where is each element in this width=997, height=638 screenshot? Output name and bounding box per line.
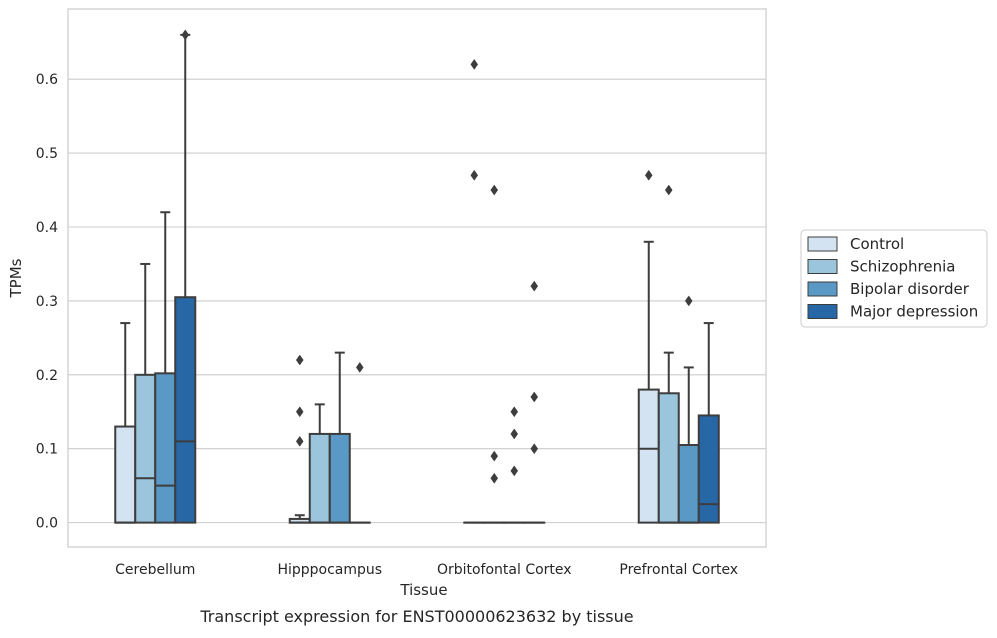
outlier-marker — [511, 407, 518, 417]
chart-caption: Transcript expression for ENST0000062363… — [199, 607, 633, 626]
box-orbitofontal-cortex-bipolar-disorder — [504, 407, 524, 523]
box-body — [659, 393, 679, 522]
outlier-marker — [356, 362, 363, 372]
legend-swatch-major-depression — [808, 305, 837, 319]
outlier-marker — [471, 170, 478, 180]
outlier-marker — [665, 185, 672, 195]
box-body — [679, 445, 699, 523]
y-tick-label: 0.0 — [36, 516, 58, 532]
legend-label-schizophrenia: Schizophrenia — [850, 258, 955, 276]
legend-label-bipolar-disorder: Bipolar disorder — [850, 280, 970, 298]
box-hipppocampus-bipolar-disorder — [330, 353, 350, 523]
box-prefrontal-cortex-control — [639, 170, 659, 522]
box-cerebellum-bipolar-disorder — [155, 212, 175, 522]
box-orbitofontal-cortex-schizophrenia — [484, 185, 504, 523]
box-body — [310, 434, 330, 523]
legend: Control Schizophrenia Bipolar disorder Majo… — [801, 230, 987, 327]
box-orbitofontal-cortex-major-depression — [524, 281, 544, 522]
y-tick-label: 0.2 — [36, 368, 58, 384]
box-prefrontal-cortex-schizophrenia — [659, 185, 679, 523]
outlier-marker — [685, 296, 692, 306]
box-cerebellum-schizophrenia — [135, 264, 155, 523]
box-body — [155, 373, 175, 522]
outlier-marker — [531, 392, 538, 402]
outlier-marker — [182, 30, 189, 40]
box-orbitofontal-cortex-control — [464, 59, 484, 522]
y-axis-title: TPMs — [7, 258, 25, 298]
box-body — [699, 415, 719, 522]
box-cerebellum-major-depression — [175, 30, 195, 523]
box-hipppocampus-control — [290, 355, 310, 523]
box-prefrontal-cortex-bipolar-disorder — [679, 296, 699, 523]
outlier-marker — [491, 473, 498, 483]
outlier-marker — [645, 170, 652, 180]
box-body — [330, 434, 350, 523]
y-tick-labels: 0.0 0.1 0.2 0.3 0.4 0.5 0.6 — [36, 72, 58, 531]
box-body — [135, 375, 155, 523]
x-tick-label-prefrontal-cortex: Prefrontal Cortex — [619, 562, 738, 578]
y-tick-label: 0.5 — [36, 146, 58, 162]
box-body — [639, 390, 659, 523]
box-body — [175, 297, 195, 522]
y-tick-label: 0.3 — [36, 294, 58, 310]
x-tick-labels: Cerebellum Hipppocampus Orbitofontal Corte… — [115, 562, 738, 578]
box-hipppocampus-major-depression — [350, 362, 370, 522]
legend-label-major-depression: Major depression — [850, 303, 978, 321]
outlier-marker — [531, 444, 538, 454]
x-axis-title: Tissue — [399, 581, 447, 599]
outlier-marker — [531, 281, 538, 291]
legend-swatch-control — [808, 237, 837, 251]
y-tick-label: 0.6 — [36, 72, 58, 88]
box-cerebellum-control — [115, 323, 135, 523]
x-tick-label-hipppocampus: Hipppocampus — [277, 562, 382, 578]
legend-swatch-bipolar-disorder — [808, 282, 837, 296]
x-tick-label-cerebellum: Cerebellum — [115, 562, 195, 578]
box-hipppocampus-schizophrenia — [310, 404, 330, 522]
outlier-marker — [511, 466, 518, 476]
y-tick-label: 0.4 — [36, 220, 58, 236]
outlier-marker — [296, 407, 303, 417]
outlier-marker — [296, 355, 303, 365]
outlier-marker — [491, 185, 498, 195]
legend-swatch-schizophrenia — [808, 260, 837, 274]
box-prefrontal-cortex-major-depression — [699, 323, 719, 523]
x-tick-label-orbitofontal-cortex: Orbitofontal Cortex — [437, 562, 572, 578]
outlier-marker — [491, 451, 498, 461]
outlier-marker — [471, 59, 478, 69]
box-body — [115, 427, 135, 523]
outlier-marker — [511, 429, 518, 439]
outlier-marker — [296, 436, 303, 446]
y-tick-label: 0.1 — [36, 442, 58, 458]
legend-label-control: Control — [850, 235, 904, 253]
